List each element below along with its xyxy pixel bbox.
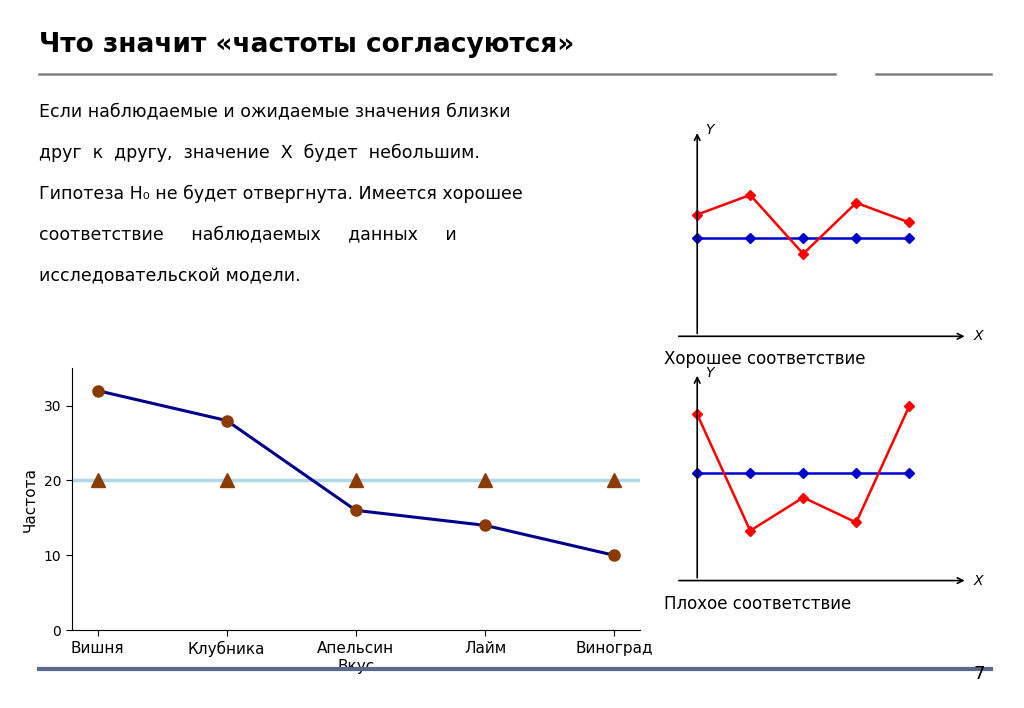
- X-axis label: Вкус: Вкус: [337, 659, 375, 675]
- Text: $X$: $X$: [973, 329, 985, 343]
- Text: исследовательской модели.: исследовательской модели.: [39, 267, 300, 285]
- Text: друг  к  другу,  значение  X  будет  небольшим.: друг к другу, значение X будет небольшим…: [39, 144, 480, 162]
- Text: Что значит «частоты согласуются»: Что значит «частоты согласуются»: [39, 32, 574, 58]
- Text: Плохое соответствие: Плохое соответствие: [664, 595, 851, 612]
- Text: $Y$: $Y$: [706, 123, 717, 137]
- Text: $Y$: $Y$: [706, 366, 717, 380]
- Text: $X$: $X$: [973, 573, 985, 588]
- Y-axis label: Частота: Частота: [24, 467, 38, 532]
- Text: соответствие     наблюдаемых     данных     и: соответствие наблюдаемых данных и: [39, 226, 457, 244]
- Text: Если наблюдаемые и ожидаемые значения близки: Если наблюдаемые и ожидаемые значения бл…: [39, 103, 511, 120]
- Text: 7: 7: [974, 666, 985, 683]
- Text: Хорошее соответствие: Хорошее соответствие: [664, 350, 865, 368]
- Text: Гипотеза H₀ не будет отвергнута. Имеется хорошее: Гипотеза H₀ не будет отвергнута. Имеется…: [39, 185, 522, 203]
